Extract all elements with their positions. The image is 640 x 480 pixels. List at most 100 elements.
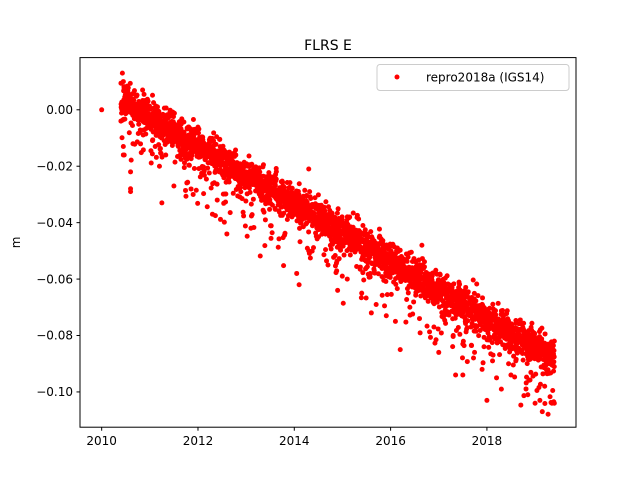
data-point (410, 311, 416, 317)
data-point (335, 287, 341, 293)
data-point (439, 310, 445, 316)
data-point (157, 145, 163, 151)
data-point (296, 282, 302, 288)
data-point (347, 252, 353, 258)
data-point (480, 295, 486, 301)
data-point (392, 318, 398, 324)
data-point (261, 209, 267, 215)
data-point (181, 119, 187, 125)
data-point (134, 92, 140, 98)
data-point (540, 371, 546, 377)
data-point (417, 330, 423, 336)
data-point (533, 371, 539, 377)
x-axis: 2010 2012 2014 2016 2018 (86, 427, 502, 448)
data-point (335, 206, 341, 212)
data-point (306, 229, 312, 235)
data-point (248, 201, 254, 207)
data-point (175, 143, 181, 149)
data-point (119, 70, 125, 76)
data-point (404, 258, 410, 264)
data-point (269, 230, 275, 236)
data-point (311, 245, 316, 251)
data-point (469, 320, 475, 326)
data-point (130, 123, 136, 129)
data-point (213, 141, 219, 147)
data-point (411, 299, 417, 305)
data-point (490, 301, 496, 307)
y-tick-label: −0.02 (36, 159, 73, 173)
data-point (220, 143, 226, 149)
data-point (460, 372, 466, 378)
data-point (281, 263, 287, 269)
data-point (551, 338, 557, 344)
chart-title: FLRS E (304, 38, 352, 54)
data-point (444, 273, 450, 279)
data-point (247, 189, 253, 195)
data-point (334, 268, 340, 274)
data-point (468, 324, 474, 330)
data-point (437, 272, 443, 278)
data-point (201, 172, 207, 178)
data-point (383, 278, 389, 284)
data-point (257, 253, 263, 259)
data-point (542, 400, 548, 406)
data-point (429, 277, 435, 283)
data-point (443, 320, 449, 326)
data-point (221, 219, 227, 225)
data-point (294, 270, 300, 276)
data-point (517, 317, 523, 323)
data-point (489, 340, 495, 346)
data-point (551, 368, 557, 374)
legend: repro2018a (IGS14) (376, 64, 570, 91)
data-point (379, 292, 385, 298)
data-point (156, 142, 162, 148)
y-tick-label: −0.10 (36, 385, 73, 399)
data-point (376, 226, 382, 232)
data-point (154, 104, 160, 110)
data-point (268, 235, 274, 241)
data-point (528, 369, 534, 375)
data-point (217, 216, 223, 222)
data-point (551, 364, 557, 370)
data-point (368, 310, 374, 316)
data-point (375, 271, 381, 277)
data-point (550, 387, 556, 393)
data-point (480, 360, 486, 366)
data-point (315, 192, 321, 198)
data-point (137, 129, 143, 135)
data-point (384, 292, 390, 298)
data-point (148, 160, 154, 166)
data-point (434, 299, 440, 305)
data-point (126, 130, 132, 136)
data-point (140, 147, 146, 153)
data-point (257, 169, 263, 175)
data-point (493, 312, 499, 318)
data-point (387, 274, 393, 280)
x-tick-label: 2016 (375, 434, 406, 448)
data-point (417, 316, 422, 322)
data-point (272, 206, 278, 212)
data-point (153, 154, 159, 160)
data-point (361, 277, 367, 283)
data-point (539, 325, 545, 331)
data-point (465, 289, 471, 295)
data-point (238, 189, 244, 195)
data-point (336, 256, 342, 262)
data-point (321, 252, 327, 258)
data-point (268, 223, 274, 229)
data-point (547, 361, 553, 367)
data-point (201, 191, 207, 197)
data-point (171, 183, 177, 189)
data-point (223, 199, 229, 205)
data-point (287, 180, 293, 186)
data-point (203, 176, 209, 182)
data-point (436, 349, 442, 355)
data-point (262, 243, 268, 249)
data-point (214, 181, 220, 187)
data-point (486, 344, 492, 350)
data-point (99, 107, 105, 113)
data-point (360, 223, 366, 229)
data-point (260, 162, 266, 168)
data-point (356, 216, 362, 222)
data-point (472, 349, 478, 355)
